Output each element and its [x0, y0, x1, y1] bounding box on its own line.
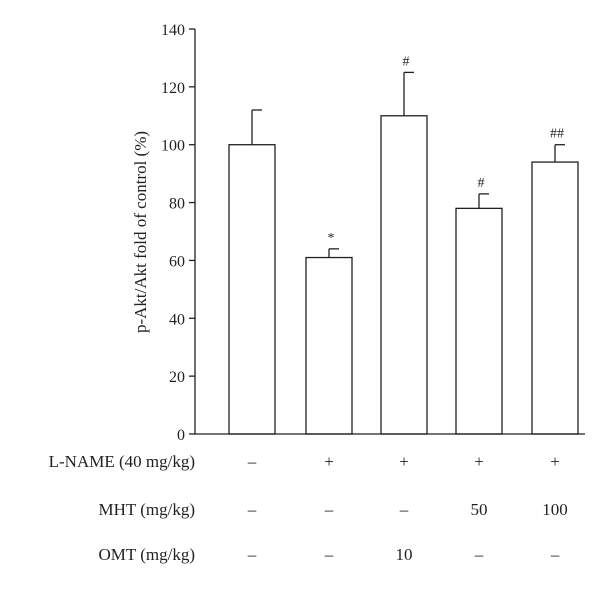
bar	[305, 256, 353, 435]
treatment-value: –	[247, 500, 257, 519]
treatment-value: –	[247, 545, 257, 564]
y-tick-label: 140	[161, 22, 185, 39]
treatment-value: +	[399, 452, 409, 471]
treatment-value: 10	[396, 545, 413, 564]
treatment-value: –	[550, 545, 560, 564]
y-tick-label: 60	[169, 253, 185, 270]
treatment-row-label: L-NAME (40 mg/kg)	[49, 452, 195, 471]
y-tick-label: 40	[169, 311, 185, 328]
treatment-value: –	[399, 500, 409, 519]
y-axis: 0 20 40 60 80 100 120 140	[161, 22, 196, 444]
treatment-value: –	[324, 545, 334, 564]
significance-mark: ##	[550, 127, 564, 142]
treatment-row-label: MHT (mg/kg)	[99, 500, 196, 519]
bars: *####	[228, 54, 579, 435]
treatment-value: –	[324, 500, 334, 519]
bar	[455, 207, 503, 435]
significance-mark: #	[478, 176, 485, 191]
y-tick-label: 0	[177, 427, 185, 444]
y-tick-label: 20	[169, 369, 185, 386]
y-tick-label: 120	[161, 80, 185, 97]
y-axis-label: p-Akt/Akt fold of control (%)	[131, 131, 150, 333]
y-tick-label: 80	[169, 196, 185, 213]
treatment-table: L-NAME (40 mg/kg) – + + + + MHT (mg/kg) – – – 50 10…	[49, 452, 568, 564]
y-tick-label: 100	[161, 138, 185, 155]
treatment-value: +	[550, 452, 560, 471]
treatment-row-label: OMT (mg/kg)	[99, 545, 196, 564]
significance-mark: #	[403, 54, 410, 69]
treatment-value: –	[247, 452, 257, 471]
bar	[380, 115, 428, 435]
treatment-value: 100	[542, 500, 568, 519]
bar	[531, 161, 579, 435]
bar	[228, 144, 276, 435]
treatment-value: +	[474, 452, 484, 471]
treatment-value: –	[474, 545, 484, 564]
treatment-value: 50	[471, 500, 488, 519]
treatment-value: +	[324, 452, 334, 471]
significance-mark: *	[328, 231, 335, 246]
